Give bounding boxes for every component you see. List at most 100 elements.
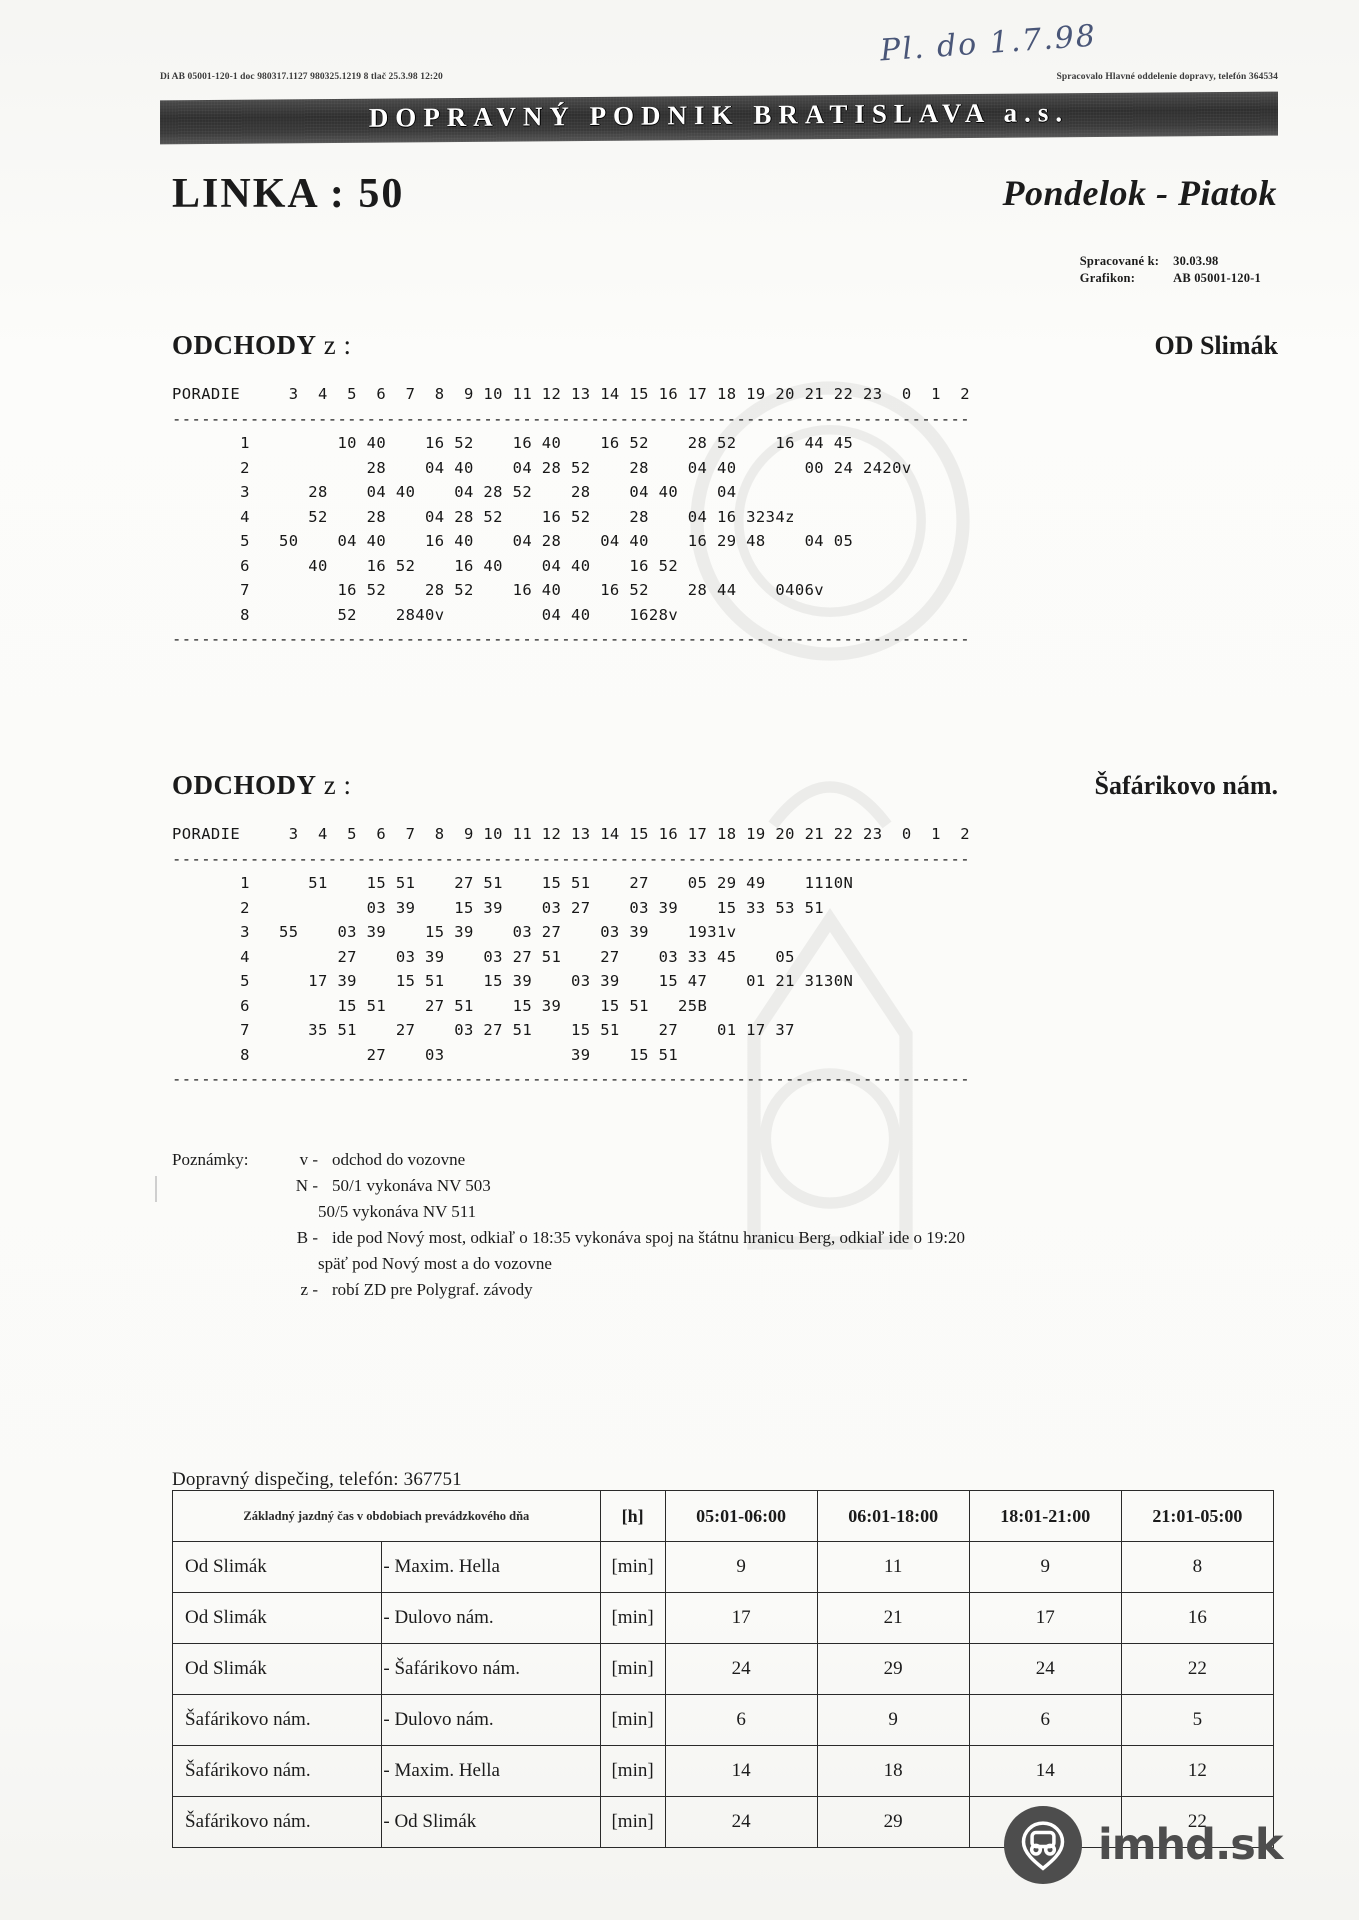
cell-value: 9 [968,1541,1122,1593]
table-header-row: Základný jazdný čas v obdobiach prevádzk… [172,1490,1275,1542]
cell-value: 17 [968,1592,1122,1644]
cell-value: 29 [816,1796,970,1848]
page-fold-mark [155,1176,157,1202]
note-row: Poznámky: v - odchod do vozovne [172,1147,965,1173]
map-pin-tram-icon [1004,1806,1082,1884]
cell-to: - Maxim. Hella [381,1541,601,1593]
cell-value: 11 [816,1541,970,1593]
table-row: Od Slimák - Maxim. Hella [min] 9 11 9 8 [171,1541,1275,1593]
timetable-grid-safarikovo: PORADIE 3 4 5 6 7 8 9 10 11 12 13 14 15 … [172,825,971,1088]
cell-value: 29 [816,1643,970,1695]
cell-value: 9 [664,1541,818,1593]
cell-from: Šafárikovo nám. [171,1694,383,1746]
cell-from: Od Slimák [171,1592,383,1644]
document-code-left: Di AB 05001-120-1 doc 980317.1127 980325… [160,72,443,82]
note-text: ide pod Nový most, odkiaľ o 18:35 vykoná… [332,1228,965,1247]
cell-value: 18 [816,1745,970,1797]
header-period-2: 06:01-18:00 [816,1490,970,1542]
note-key: N - [295,1176,318,1195]
dispatch-phone: 367751 [403,1469,462,1490]
cell-from: Od Slimák [171,1643,383,1695]
dispatch-label: Dopravný dispečing, telefón: [172,1469,399,1490]
cell-unit: [min] [599,1541,666,1593]
note-key: z - [300,1280,318,1299]
travel-times-table: Základný jazdný čas v obdobiach prevádzk… [171,1490,1275,1848]
cell-value: 6 [664,1694,818,1746]
cell-unit: [min] [599,1592,666,1644]
cell-value: 6 [968,1694,1122,1746]
cell-value: 9 [816,1694,970,1746]
company-banner: DOPRAVNÝ PODNIK BRATISLAVA a.s. [160,91,1278,145]
cell-unit: [min] [599,1796,666,1848]
cell-value: 14 [968,1745,1122,1797]
document-code-line: Di AB 05001-120-1 doc 980317.1127 980325… [160,72,1278,82]
cell-unit: [min] [599,1694,666,1746]
handwritten-validity-note: Pl. do 1.7.98 [879,18,1099,69]
cell-value: 24 [664,1643,818,1695]
processed-label: Spracované k: [1079,254,1160,268]
header-period-1: 05:01-06:00 [664,1490,818,1542]
header-period-4: 21:01-05:00 [1120,1490,1275,1542]
header-period-3: 18:01-21:00 [968,1490,1122,1542]
metadata-block: Spracované k: 30.03.98 Grafikon: AB 0500… [1080,253,1261,287]
day-range-label: Pondelok - Piatok [1002,173,1277,213]
notes-title [172,1277,276,1303]
header-unit: [h] [599,1490,666,1542]
notes-title [172,1173,276,1199]
note-row: B - ide pod Nový most, odkiaľ o 18:35 vyk… [172,1225,965,1251]
processed-value: 30.03.98 [1173,254,1219,268]
cell-value: 14 [664,1745,818,1797]
note-text: robí ZD pre Polygraf. závody [332,1280,533,1299]
notes-title [172,1225,276,1251]
cell-value: 24 [968,1643,1122,1695]
cell-value: 22 [1120,1796,1275,1848]
imhd-wordmark: imhd.sk [1098,1820,1283,1870]
cell-unit: [min] [599,1643,666,1695]
cell-to: - Dulovo nám. [381,1694,601,1746]
graphicon-value: AB 05001-120-1 [1173,271,1261,285]
cell-from: Šafárikovo nám. [171,1745,383,1797]
dispatch-line: Dopravný dispečing, telefón: 367751 [172,1469,462,1491]
cell-to: - Od Slimák [381,1796,601,1848]
table-row: Od Slimák - Dulovo nám. [min] 17 21 17 16 [171,1592,1275,1644]
cell-value: 8 [1120,1541,1275,1593]
cell-value: 24 [664,1796,818,1848]
departures-destination-2: Šafárikovo nám. [1094,771,1278,800]
note-key: v - [299,1150,318,1169]
cell-value: 21 [816,1592,970,1644]
document-code-right: Spracovalo Hlavné oddelenie dopravy, tel… [1056,72,1278,82]
note-continuation: späť pod Nový most a do vozovne [318,1254,552,1273]
notes-block: Poznámky: v - odchod do vozovne N - 50/1 vyk… [172,1147,965,1303]
page-title: LINKA : 50 [172,171,405,217]
note-continuation: 50/5 vykonáva NV 511 [318,1202,477,1221]
table-row: Šafárikovo nám. - Dulovo nám. [min] 6 9 6 5 [171,1694,1275,1746]
departures-heading-1: ODCHODY z : [172,330,352,360]
header-description: Základný jazdný čas v obdobiach prevádzk… [172,1490,601,1542]
notes-title: Poznámky: [172,1150,249,1169]
graphicon-label: Grafikon: [1079,271,1136,285]
cell-value: 5 [1120,1694,1275,1746]
section-header-od-slimak: ODCHODY z : OD Slimák [172,330,1278,361]
cell-value: 16 [1120,1592,1275,1644]
cell-to: - Šafárikovo nám. [381,1643,601,1695]
cell-from: Od Slimák [171,1541,383,1593]
note-text: 50/1 vykonáva NV 503 [332,1176,491,1195]
cell-value: 12 [1120,1745,1275,1797]
note-row: z - robí ZD pre Polygraf. závody [172,1277,965,1303]
cell-to: - Maxim. Hella [381,1745,601,1797]
cell-unit: [min] [599,1745,666,1797]
note-text: odchod do vozovne [332,1150,466,1169]
departures-destination-1: OD Slimák [1154,331,1278,360]
note-row: N - 50/1 vykonáva NV 503 [172,1173,965,1199]
cell-from: Šafárikovo nám. [171,1796,383,1848]
table-row: Šafárikovo nám. - Maxim. Hella [min] 14 18 14… [171,1745,1275,1797]
table-row: Od Slimák - Šafárikovo nám. [min] 24 29 24 22 [171,1643,1275,1695]
cell-to: - Dulovo nám. [381,1592,601,1644]
note-key: B - [296,1228,318,1247]
imhd-logo: imhd.sk [1004,1806,1283,1884]
timetable-grid-od-slimak: PORADIE 3 4 5 6 7 8 9 10 11 12 13 14 15 … [172,385,971,648]
section-header-safarikovo: ODCHODY z : Šafárikovo nám. [172,770,1278,801]
departures-heading-2: ODCHODY z : [172,770,352,800]
